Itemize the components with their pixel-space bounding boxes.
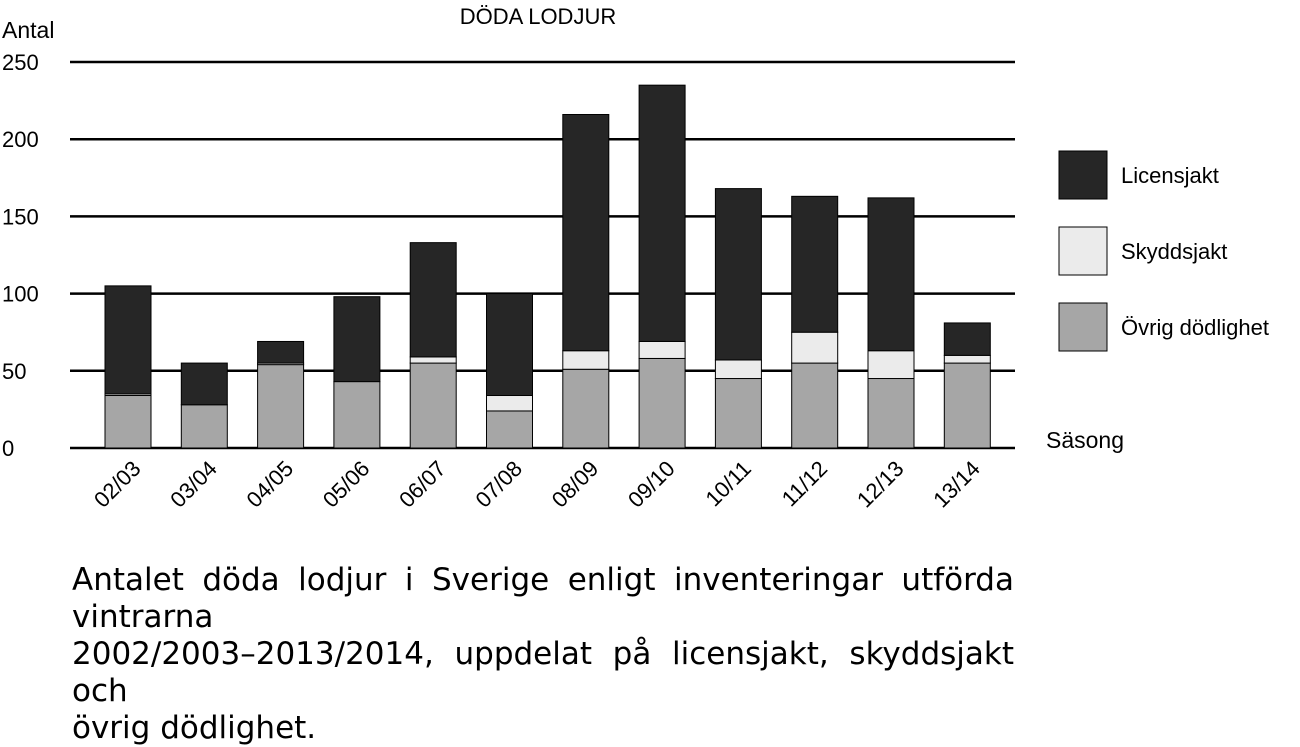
x-tick-label: 05/06 bbox=[318, 456, 375, 513]
x-tick-label: 09/10 bbox=[623, 456, 680, 513]
bar-skyddsjakt-06-07 bbox=[409, 356, 457, 364]
x-tick-label: 04/05 bbox=[242, 456, 299, 513]
legend-label: Skyddsjakt bbox=[1121, 239, 1227, 264]
x-tick-label: 07/08 bbox=[470, 456, 527, 513]
bar--vrig-d-dlighet-02-03 bbox=[104, 395, 152, 449]
y-tick-labels: 0 50 100 150 200 250 bbox=[2, 50, 39, 461]
bar-licensjakt-11-12 bbox=[791, 195, 839, 333]
legend-swatch bbox=[1058, 226, 1108, 276]
bar--vrig-d-dlighet-12-13 bbox=[867, 378, 915, 449]
bar--vrig-d-dlighet-10-11 bbox=[714, 378, 762, 449]
x-tick-label: 06/07 bbox=[394, 456, 451, 513]
bar-licensjakt-03-04 bbox=[180, 362, 228, 406]
bar-licensjakt-12-13 bbox=[867, 197, 915, 352]
bar-skyddsjakt-10-11 bbox=[714, 359, 762, 380]
bar--vrig-d-dlighet-07-08 bbox=[486, 410, 533, 449]
x-tick-label: 03/04 bbox=[165, 456, 222, 513]
legend: Licensjakt Skyddsjakt Övrig dödlighet bbox=[1058, 150, 1269, 352]
bar-licensjakt-08-09 bbox=[562, 113, 610, 352]
y-tick-label: 0 bbox=[2, 436, 14, 461]
bar-licensjakt-05-06 bbox=[333, 296, 381, 383]
x-tick-label: 10/11 bbox=[700, 456, 755, 511]
y-tick-label: 100 bbox=[2, 282, 39, 307]
y-axis-label: Antal bbox=[2, 17, 54, 43]
y-tick-label: 200 bbox=[2, 127, 39, 152]
caption-line-1: Antalet döda lodjur i Sverige enligt inv… bbox=[72, 562, 1014, 635]
bar--vrig-d-dlighet-05-06 bbox=[333, 381, 381, 449]
bar-skyddsjakt-07-08 bbox=[486, 395, 533, 412]
bar-skyddsjakt-11-12 bbox=[791, 331, 839, 364]
legend-swatch bbox=[1058, 150, 1108, 200]
bar-skyddsjakt-09-10 bbox=[638, 340, 686, 359]
x-axis-label: Säsong bbox=[1046, 427, 1124, 453]
x-tick-labels: 02/03 03/04 04/05 05/06 06/07 07/08 08/09 09/10… bbox=[89, 456, 985, 513]
bar-skyddsjakt-13-14 bbox=[943, 354, 991, 364]
bar--vrig-d-dlighet-04-05 bbox=[257, 364, 305, 449]
bar--vrig-d-dlighet-11-12 bbox=[791, 362, 839, 449]
y-tick-label: 250 bbox=[2, 50, 39, 75]
y-tick-label: 50 bbox=[2, 359, 26, 384]
caption-line-2: 2002/2003–2013/2014, uppdelat på licensj… bbox=[72, 636, 1014, 709]
chart-title: DÖDA LODJUR bbox=[460, 4, 616, 29]
x-tick-label: 08/09 bbox=[547, 456, 604, 513]
bar-licensjakt-02-03 bbox=[104, 285, 152, 395]
x-tick-label: 11/12 bbox=[777, 456, 832, 511]
legend-label: Övrig dödlighet bbox=[1121, 315, 1269, 340]
figure-caption: Antalet döda lodjur i Sverige enligt inv… bbox=[72, 562, 1014, 747]
bar-licensjakt-07-08 bbox=[486, 293, 533, 397]
bar-licensjakt-06-07 bbox=[409, 242, 457, 358]
bars bbox=[104, 84, 991, 449]
x-tick-label: 12/13 bbox=[852, 456, 909, 513]
x-tick-label: 13/14 bbox=[928, 456, 985, 513]
bar--vrig-d-dlighet-06-07 bbox=[409, 362, 457, 449]
bar--vrig-d-dlighet-13-14 bbox=[943, 362, 991, 449]
stacked-bar-chart: DÖDA LODJUR Antal Säsong 0 50 100 150 200 250… bbox=[2, 4, 1269, 513]
bar-licensjakt-09-10 bbox=[638, 84, 686, 342]
bar-licensjakt-04-05 bbox=[257, 340, 305, 364]
bar-licensjakt-10-11 bbox=[714, 188, 762, 361]
bar-skyddsjakt-08-09 bbox=[562, 350, 610, 370]
bar-licensjakt-13-14 bbox=[943, 322, 991, 356]
legend-label: Licensjakt bbox=[1121, 163, 1219, 188]
caption-line-3: övrig dödlighet. bbox=[72, 710, 317, 746]
bar--vrig-d-dlighet-09-10 bbox=[638, 357, 686, 449]
y-tick-label: 150 bbox=[2, 204, 39, 229]
bar-skyddsjakt-12-13 bbox=[867, 350, 915, 380]
bar--vrig-d-dlighet-08-09 bbox=[562, 368, 610, 449]
bar--vrig-d-dlighet-03-04 bbox=[180, 404, 228, 449]
x-tick-label: 02/03 bbox=[89, 456, 146, 513]
legend-swatch bbox=[1058, 302, 1108, 352]
